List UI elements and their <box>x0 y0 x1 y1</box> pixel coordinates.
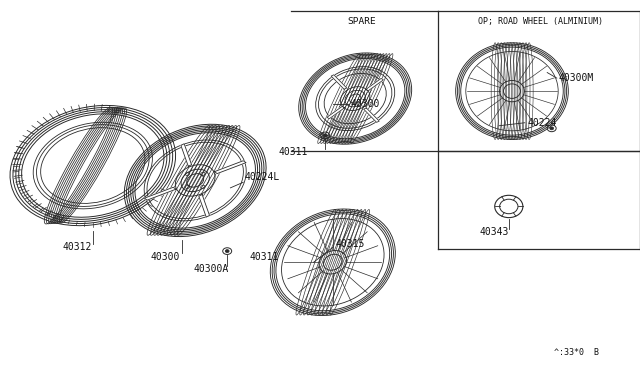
Text: 40300A: 40300A <box>193 264 229 274</box>
Text: 40300M: 40300M <box>559 73 594 83</box>
Text: 40343: 40343 <box>479 227 509 237</box>
Text: 40224: 40224 <box>528 118 557 128</box>
Text: SPARE: SPARE <box>348 17 376 26</box>
Polygon shape <box>331 75 347 89</box>
Ellipse shape <box>225 250 229 253</box>
Text: OP; ROAD WHEEL (ALMINIUM): OP; ROAD WHEEL (ALMINIUM) <box>478 17 604 26</box>
Polygon shape <box>327 106 344 119</box>
Polygon shape <box>145 187 176 200</box>
Polygon shape <box>364 108 380 122</box>
Text: 40224L: 40224L <box>244 172 280 182</box>
Text: 40312: 40312 <box>62 242 92 252</box>
Polygon shape <box>366 78 383 91</box>
Polygon shape <box>199 195 209 217</box>
Text: 40300: 40300 <box>351 99 380 109</box>
Ellipse shape <box>323 134 327 137</box>
Polygon shape <box>181 144 191 166</box>
Polygon shape <box>214 161 246 174</box>
Text: 40311: 40311 <box>250 251 279 262</box>
Text: ^:33*0  B: ^:33*0 B <box>554 348 598 357</box>
Ellipse shape <box>550 127 554 130</box>
Text: 40300: 40300 <box>150 251 180 262</box>
Text: 40315: 40315 <box>336 238 365 248</box>
Text: 40311: 40311 <box>278 147 308 157</box>
